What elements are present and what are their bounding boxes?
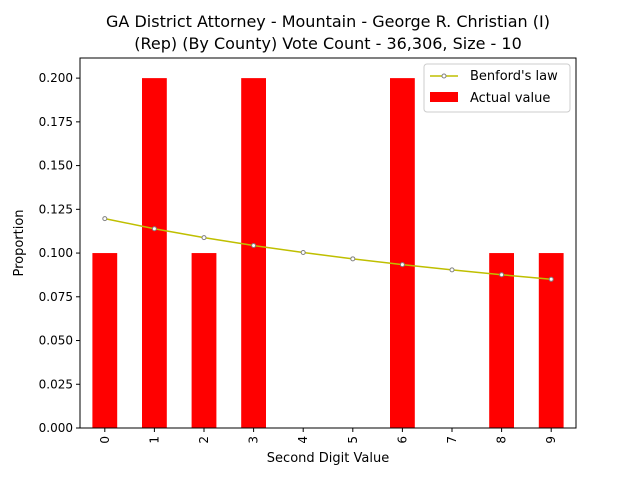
plot-frame	[79, 57, 577, 429]
benford-line-group	[102, 216, 554, 282]
x-axis: 0 1 2 3 4 5 6 7 8 9	[98, 428, 558, 444]
benford-point-0	[102, 216, 108, 222]
legend-line-marker	[441, 73, 447, 79]
bar-digit-9	[538, 253, 564, 428]
y-tick-label: 0.150	[39, 159, 73, 173]
x-tick-label: 1	[147, 436, 161, 444]
bar-digit-6	[390, 78, 415, 429]
y-tick-label: 0.000	[39, 421, 73, 435]
chart-title-line2: (Rep) (By County) Vote Count - 36,306, S…	[134, 34, 522, 53]
x-tick-label: 8	[495, 436, 509, 444]
y-tick-label: 0.025	[39, 377, 73, 391]
y-tick-label: 0.100	[39, 246, 73, 260]
benford-point-4	[300, 250, 306, 256]
x-axis-label: Second Digit Value	[267, 451, 389, 466]
benford-point-3	[251, 243, 257, 249]
x-tick-label: 6	[395, 436, 409, 444]
bar-digit-8	[489, 253, 514, 428]
x-tick-label: 4	[296, 436, 310, 444]
benford-point-7	[449, 267, 455, 273]
y-tick-label: 0.050	[39, 334, 73, 348]
y-tick-label: 0.175	[39, 115, 73, 129]
legend-line-label: Benford's law	[470, 69, 558, 84]
legend-bar-swatch	[430, 92, 458, 102]
benford-point-2	[201, 235, 207, 241]
legend: Benford's law Actual value	[423, 63, 571, 113]
x-tick-label: 9	[544, 436, 558, 444]
legend-box	[423, 63, 571, 113]
legend-bar-label: Actual value	[470, 91, 550, 106]
benford-line	[104, 217, 552, 281]
bars-group	[92, 78, 564, 429]
chart-title-line1: GA District Attorney - Mountain - George…	[106, 12, 550, 31]
bar-digit-3	[241, 78, 266, 429]
bar-digit-0	[92, 253, 118, 428]
y-axis-label: Proportion	[12, 209, 27, 276]
y-tick-label: 0.075	[39, 290, 73, 304]
benford-point-5	[350, 256, 356, 262]
bar-digit-2	[191, 253, 217, 428]
benford-point-8	[499, 272, 505, 278]
benford-point-9	[548, 276, 554, 282]
y-tick-label: 0.200	[39, 71, 73, 85]
x-tick-label: 3	[247, 436, 261, 444]
x-tick-label: 0	[98, 436, 112, 444]
bar-digit-1	[142, 78, 167, 429]
y-tick-label: 0.125	[39, 202, 73, 216]
x-tick-label: 7	[445, 436, 459, 444]
x-tick-label: 2	[197, 436, 211, 444]
benford-point-6	[399, 262, 405, 268]
benford-point-1	[151, 226, 157, 232]
y-axis: 0.000 0.025 0.050 0.075 0.100 0.125 0.150 0.175…	[39, 71, 80, 435]
x-tick-label: 5	[346, 436, 360, 444]
